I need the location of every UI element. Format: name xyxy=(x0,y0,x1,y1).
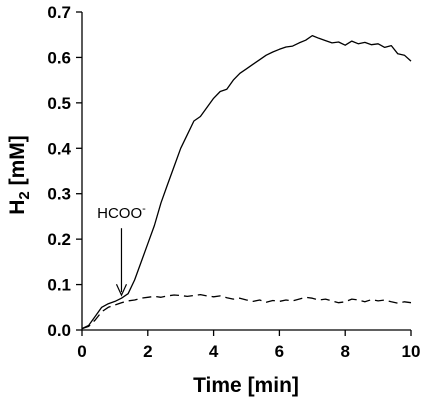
y-tick-label: 0.3 xyxy=(47,185,71,204)
y-tick-label: 0.4 xyxy=(47,139,71,158)
x-axis-title: Time [min] xyxy=(193,374,299,397)
x-tick-label: 2 xyxy=(143,342,152,361)
series-layer xyxy=(81,34,412,330)
y-axis-title-sub: 2 xyxy=(16,191,33,199)
x-tick-label: 4 xyxy=(209,342,219,361)
y-tick-label: 0.7 xyxy=(47,3,71,22)
y-axis-title-unit: [mM] xyxy=(6,135,29,191)
annotation-layer: HCOO- xyxy=(97,203,146,297)
x-tick-label: 8 xyxy=(340,342,349,361)
x-tick-label: 0 xyxy=(77,342,86,361)
x-ticks: 0 2 4 6 8 10 xyxy=(77,330,420,361)
annotation-label: HCOO- xyxy=(97,203,146,222)
y-axis-title: H2 [mM] xyxy=(6,135,33,215)
series-line-dashed xyxy=(81,293,412,330)
y-tick-label: 0.2 xyxy=(47,230,71,249)
x-tick-label: 10 xyxy=(402,342,421,361)
axes xyxy=(81,12,411,331)
series-line-solid xyxy=(81,34,412,330)
y-tick-label: 0.1 xyxy=(47,276,71,295)
y-tick-label: 0.5 xyxy=(47,94,71,113)
annotation-arrow-head xyxy=(115,283,128,297)
x-tick-label: 6 xyxy=(275,342,284,361)
y-tick-label: 0.0 xyxy=(47,321,71,340)
y-tick-label: 0.6 xyxy=(47,48,71,67)
y-axis-title-main: H xyxy=(6,200,29,215)
y-ticks: 0.0 0.1 0.2 0.3 0.4 0.5 0.6 0.7 xyxy=(47,3,82,340)
